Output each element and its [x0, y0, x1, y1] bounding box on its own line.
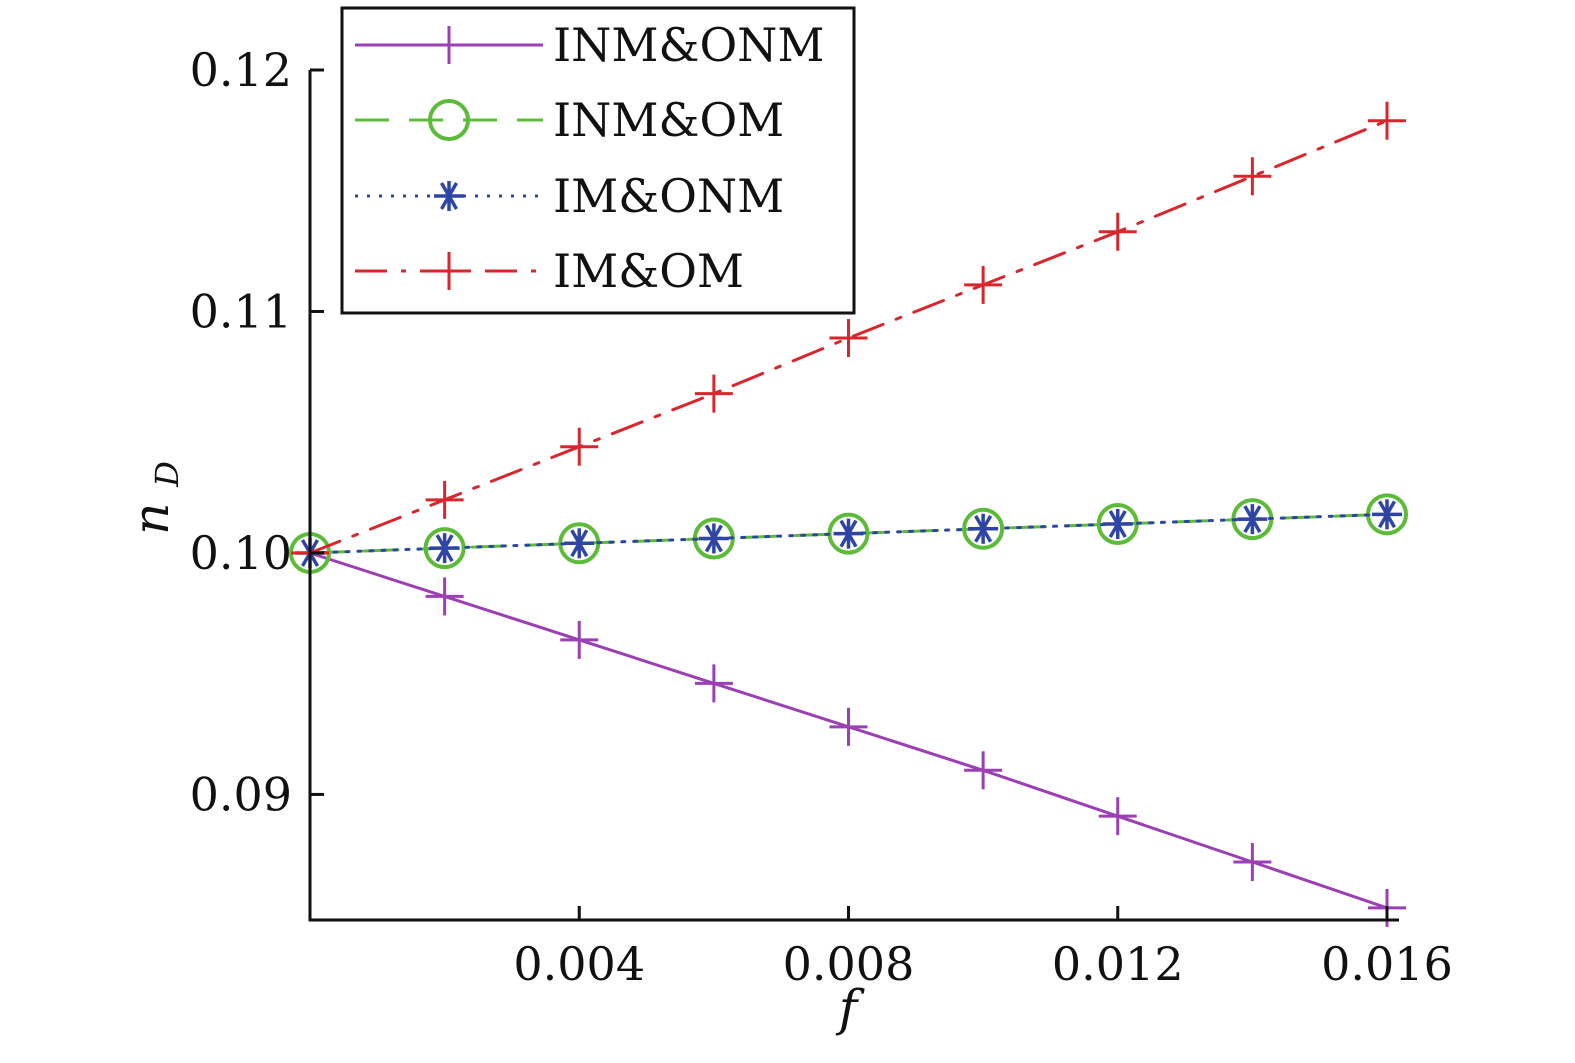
- legend-marker: [430, 252, 468, 290]
- data-point: [829, 707, 868, 746]
- y-axis-label-main: n: [122, 503, 180, 535]
- legend-item: INM&OM: [355, 93, 784, 147]
- data-point: [962, 507, 1005, 550]
- data-point: [1233, 157, 1272, 196]
- data-point: [423, 527, 466, 570]
- legend-marker: [434, 181, 464, 211]
- y-tick-label: 0.09: [190, 767, 292, 821]
- y-axis-label-subscript: D: [148, 461, 186, 488]
- x-tick-label: 0.012: [1052, 937, 1184, 991]
- data-point: [964, 751, 1003, 790]
- data-point: [694, 374, 733, 413]
- legend-label: INM&ONM: [553, 18, 825, 72]
- data-point: [429, 533, 460, 564]
- data-point: [1372, 499, 1402, 530]
- legend-marker: [428, 99, 470, 141]
- legend-item: IM&OM: [355, 244, 744, 298]
- legend-items: INM&ONM INM&OM IM&ONM IM&OM: [355, 18, 825, 298]
- data-point: [698, 523, 729, 554]
- svg-text:n D: n D: [122, 461, 186, 535]
- data-point: [1368, 101, 1406, 140]
- data-point: [694, 664, 733, 703]
- y-axis-label: n D: [122, 461, 186, 535]
- legend-label: INM&OM: [553, 93, 784, 147]
- data-point: [833, 518, 864, 549]
- legend-item: IM&ONM: [355, 169, 784, 223]
- legend-label: IM&OM: [553, 244, 744, 298]
- plot-area: 0.004 0.008 0.012 0.016 0.09 0.10 0.11 0.12: [190, 43, 1453, 991]
- data-point: [829, 319, 868, 358]
- x-tick-label: 0.004: [513, 937, 645, 991]
- series-layer: [289, 101, 1408, 927]
- data-point: [564, 528, 595, 559]
- y-tick-label: 0.10: [190, 526, 292, 580]
- y-tick-label: 0.12: [190, 43, 292, 97]
- data-point: [1102, 508, 1133, 539]
- legend-marker: [430, 26, 468, 64]
- data-point: [964, 265, 1003, 304]
- series-INM&ONM: [291, 533, 1406, 927]
- data-point: [425, 480, 464, 519]
- data-point: [1233, 843, 1272, 882]
- legend-item: INM&ONM: [355, 18, 825, 72]
- legend-label: IM&ONM: [553, 169, 784, 223]
- legend-box: [340, 6, 856, 315]
- data-point: [1098, 212, 1137, 251]
- data-point: [560, 427, 599, 466]
- data-point: [560, 620, 599, 659]
- data-point: [1098, 797, 1137, 836]
- y-tick-label: 0.11: [190, 284, 292, 338]
- x-tick-label: 0.008: [783, 937, 915, 991]
- data-point: [968, 513, 999, 544]
- data-point: [1237, 504, 1268, 535]
- x-tick-label: 0.016: [1321, 937, 1453, 991]
- data-point: [425, 577, 464, 616]
- ticks-layer: 0.004 0.008 0.012 0.016 0.09 0.10 0.11 0.12: [190, 43, 1453, 991]
- legend: INM&ONM INM&OM IM&ONM IM&OM: [340, 6, 856, 315]
- series-IM&ONM: [295, 499, 1402, 568]
